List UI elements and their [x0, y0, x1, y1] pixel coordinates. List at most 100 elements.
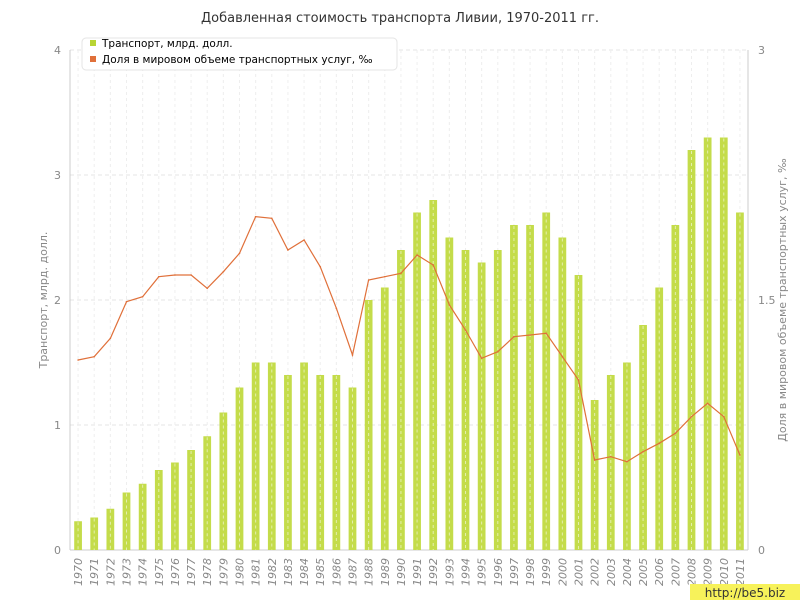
x-tick-label: 2007 [669, 558, 682, 586]
x-tick-label: 1973 [121, 558, 134, 586]
bar-1991 [413, 212, 421, 550]
y-tick-right-label: 3 [758, 44, 765, 57]
chart-title: Добавленная стоимость транспорта Ливии, … [201, 11, 599, 26]
watermark-background [690, 584, 800, 600]
bar-1998 [526, 225, 534, 550]
bar-1994 [461, 250, 470, 550]
line-point-1974 [141, 295, 144, 298]
y-tick-right-label: 0 [758, 544, 765, 557]
line-point-2002 [593, 459, 596, 461]
bar-1973 [122, 492, 131, 550]
line-point-1998 [529, 334, 531, 336]
x-tick-label: 1984 [298, 558, 311, 586]
x-tick-label: 1977 [185, 558, 198, 586]
y-tick-left-label: 4 [54, 44, 61, 57]
x-tick-label: 1997 [508, 558, 521, 586]
line-point-2000 [561, 355, 564, 358]
bar-2005 [639, 325, 647, 550]
bar-1993 [445, 237, 454, 550]
x-tick-label: 1981 [250, 558, 263, 586]
legend-label-bar: Транспорт, млрд. долл. [101, 38, 233, 50]
y-tick-left-label: 1 [54, 419, 61, 432]
x-tick-label: 1996 [492, 558, 505, 586]
x-tick-label: 1987 [347, 558, 360, 586]
line-point-1986 [335, 307, 338, 310]
line-point-1982 [270, 217, 273, 220]
x-tick-label: 2011 [734, 558, 747, 586]
line-point-1981 [254, 215, 257, 218]
line-point-2008 [690, 415, 693, 418]
x-tick-label: 2010 [718, 558, 731, 586]
bar-2007 [671, 225, 680, 550]
x-axis-ticks: 1970 1971 1972 1973 1974 1975 1976 1977 1978 1979… [72, 558, 747, 586]
bar-2011 [736, 212, 744, 550]
legend-swatch-line [90, 56, 96, 62]
x-tick-label: 2003 [605, 558, 618, 586]
line-point-1987 [351, 354, 354, 356]
line-point-1977 [190, 274, 192, 276]
x-tick-label: 1988 [363, 558, 376, 586]
legend-box [81, 37, 398, 71]
legend-swatch-bar [90, 40, 96, 46]
line-point-1970 [77, 359, 79, 361]
line-point-1971 [93, 355, 96, 358]
legend-label-line: Доля в мировом объеме транспортных услуг… [102, 54, 373, 66]
line-point-2005 [642, 450, 644, 453]
line-point-1994 [464, 329, 467, 331]
line-point-1991 [416, 254, 418, 256]
x-tick-label: 2001 [573, 558, 586, 586]
bar-1988 [364, 300, 373, 550]
bar-1996 [493, 250, 502, 550]
line-point-2006 [658, 442, 661, 445]
y-axis-right-ticks: 01.53 [758, 44, 776, 557]
bar-series [74, 137, 744, 550]
x-tick-label: 2000 [556, 558, 569, 586]
line-point-1976 [174, 274, 176, 276]
y-axis-left-ticks: 0 1 2 3 4 [54, 44, 61, 557]
line-point-2003 [609, 455, 612, 458]
x-tick-label: 1972 [104, 558, 117, 586]
legend: Транспорт, млрд. долл. Доля в мировом об… [81, 37, 398, 71]
x-tick-label: 1971 [88, 558, 101, 586]
x-tick-label: 1993 [443, 558, 456, 586]
line-point-2009 [706, 402, 709, 405]
x-tick-label: 1970 [72, 558, 85, 586]
x-tick-label: 1985 [314, 558, 327, 586]
y-tick-right-label: 1.5 [758, 294, 776, 307]
line-point-1979 [222, 270, 225, 273]
watermark-link[interactable]: http://be5.biz [705, 586, 785, 600]
watermark[interactable]: http://be5.biz [690, 584, 800, 600]
x-tick-label: 1990 [395, 558, 408, 586]
x-tick-label: 1983 [282, 558, 295, 586]
line-point-1985 [319, 265, 322, 268]
x-tick-label: 1992 [427, 558, 440, 586]
x-tick-label: 1982 [266, 558, 279, 586]
line-point-1980 [238, 252, 241, 255]
line-point-1975 [157, 275, 160, 278]
x-tick-label: 1975 [153, 558, 166, 586]
y-tick-left-label: 2 [54, 294, 61, 307]
bar-1990 [397, 250, 405, 550]
x-tick-label: 2009 [702, 558, 715, 586]
y-axis-left-label: Транспорт, млрд. долл. [37, 232, 50, 370]
bar-1971 [90, 517, 99, 550]
line-point-1996 [496, 350, 499, 353]
bar-2001 [574, 275, 583, 550]
bar-1989 [380, 287, 389, 550]
line-point-1984 [303, 239, 305, 241]
line-point-1993 [448, 304, 451, 306]
x-tick-label: 1979 [217, 558, 230, 586]
bar-1999 [542, 212, 551, 550]
bar-1997 [510, 225, 518, 550]
x-tick-label: 1995 [476, 558, 489, 586]
x-tick-label: 2004 [621, 558, 634, 586]
line-series [77, 215, 741, 463]
x-tick-label: 2006 [653, 558, 666, 586]
line-point-1988 [367, 279, 370, 281]
line-point-1995 [480, 357, 483, 360]
line-point-1972 [109, 337, 112, 340]
line-point-2011 [739, 454, 741, 456]
line-point-1999 [545, 332, 548, 335]
line-point-2004 [626, 460, 628, 463]
